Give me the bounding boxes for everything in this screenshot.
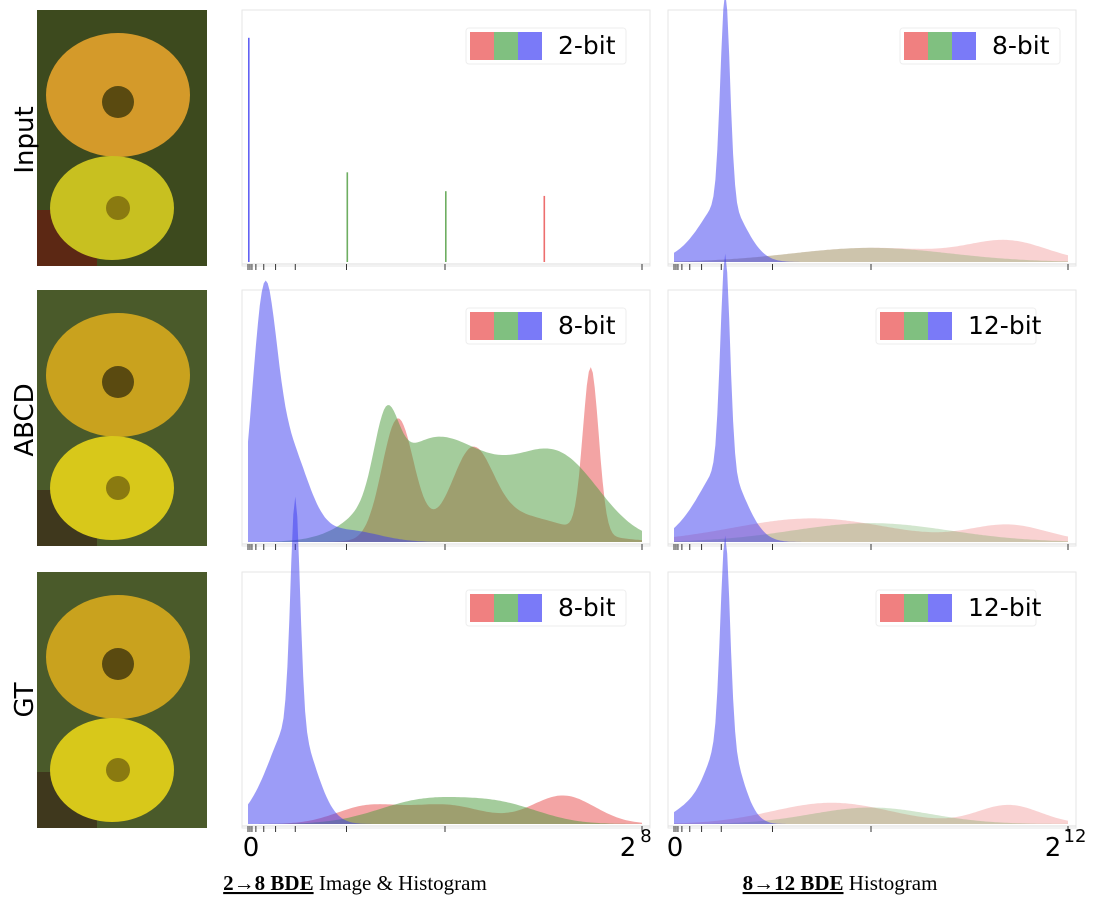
caption: 8→12 BDE Histogram — [743, 871, 938, 895]
legend-label: 8-bit — [558, 311, 616, 340]
legend-label: 8-bit — [992, 31, 1050, 60]
axis-base: 2 — [620, 833, 637, 863]
legend-swatch — [928, 594, 952, 622]
legend-swatch — [928, 312, 952, 340]
legend-label: 8-bit — [558, 593, 616, 622]
images — [37, 10, 207, 828]
histogram-panel: 8-bit — [668, 0, 1076, 270]
legend-swatch — [470, 594, 494, 622]
histogram-panel: 12-bit — [668, 536, 1076, 832]
histogram-spike — [544, 196, 546, 262]
row-label: GT — [10, 682, 40, 717]
histogram-spike — [347, 172, 349, 262]
legend-label: 12-bit — [968, 311, 1042, 340]
legend-swatch — [880, 312, 904, 340]
legend-swatch — [494, 32, 518, 60]
legend-swatch — [494, 312, 518, 340]
histogram-spike — [445, 191, 447, 262]
flower-center — [102, 86, 134, 118]
legend-swatch — [518, 312, 542, 340]
axis-min: 0 — [667, 833, 684, 863]
axis-min: 0 — [243, 833, 260, 863]
caption-bold: 2→8 BDE — [223, 871, 313, 895]
panels: 2-bit 8-bit 8-bit 12-bit 8-bit 12-bit — [242, 0, 1076, 832]
row-label: ABCD — [10, 383, 40, 456]
legend-swatch — [952, 32, 976, 60]
histogram-panel: 12-bit — [668, 254, 1076, 550]
legend-label: 2-bit — [558, 31, 616, 60]
flower-image — [37, 572, 207, 828]
caption-text: Histogram — [849, 871, 938, 895]
histogram-panel: 2-bit — [242, 10, 650, 270]
flower-center — [106, 758, 130, 782]
legend-swatch — [518, 594, 542, 622]
histogram-area — [674, 254, 1068, 542]
flower-center — [106, 476, 130, 500]
caption-bold: 8→12 BDE — [743, 871, 844, 895]
flower-image — [37, 10, 207, 266]
histogram-panel: 8-bit — [242, 497, 650, 833]
histogram-spike — [248, 38, 250, 262]
caption-text: Image & Histogram — [319, 871, 487, 895]
figure: 2-bit 8-bit 8-bit 12-bit 8-bit 12-bit Input A… — [0, 0, 1097, 897]
legend-swatch — [928, 32, 952, 60]
legend-swatch — [904, 312, 928, 340]
legend-swatch — [904, 32, 928, 60]
flower-center — [106, 196, 130, 220]
legend-swatch — [470, 32, 494, 60]
legend-swatch — [904, 594, 928, 622]
legend-label: 12-bit — [968, 593, 1042, 622]
legend-swatch — [494, 594, 518, 622]
axis-exp: 12 — [1064, 826, 1087, 847]
row-label: Input — [10, 106, 40, 173]
flower-image — [37, 290, 207, 546]
legend-swatch — [470, 312, 494, 340]
flower-center — [102, 648, 134, 680]
legend-swatch — [518, 32, 542, 60]
histogram-area — [674, 536, 1068, 824]
legend-swatch — [880, 594, 904, 622]
axis-exp: 8 — [640, 826, 651, 847]
histogram-panel: 8-bit — [242, 281, 650, 551]
flower-center — [102, 366, 134, 398]
axis-base: 2 — [1045, 833, 1062, 863]
caption: 2→8 BDE Image & Histogram — [223, 871, 487, 895]
